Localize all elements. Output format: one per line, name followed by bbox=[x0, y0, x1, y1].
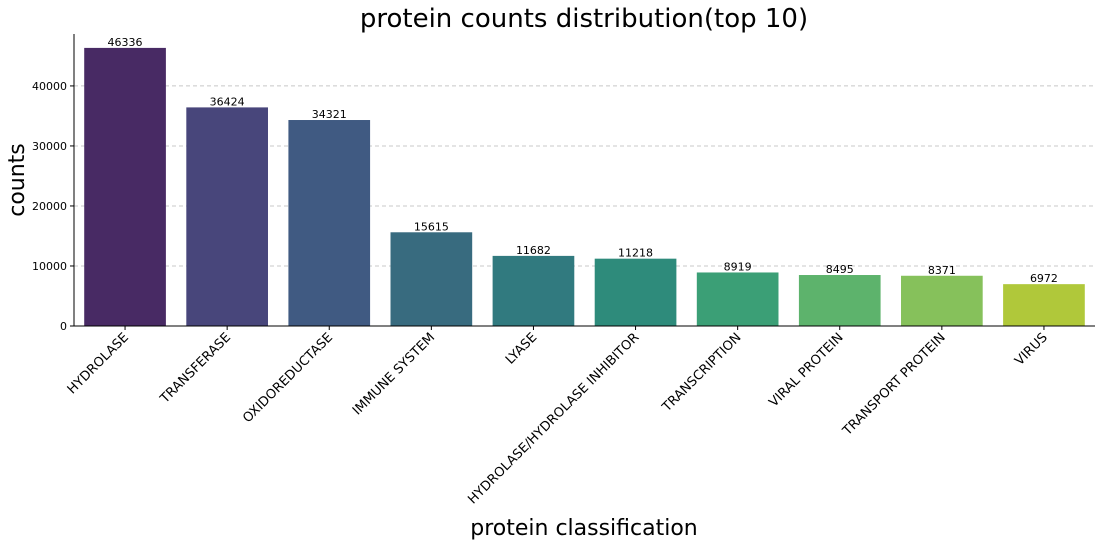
bar bbox=[1003, 284, 1085, 326]
x-tick-label: IMMUNE SYSTEM bbox=[350, 330, 438, 418]
bar bbox=[288, 120, 371, 326]
data-label: 46336 bbox=[108, 36, 143, 49]
x-axis-label: protein classification bbox=[470, 516, 698, 541]
data-label: 11682 bbox=[516, 244, 551, 257]
chart-title: protein counts distribution(top 10) bbox=[360, 4, 808, 34]
bar bbox=[798, 275, 881, 326]
bar bbox=[901, 275, 983, 326]
y-tick-label: 30000 bbox=[32, 140, 67, 153]
data-label: 8495 bbox=[826, 263, 854, 276]
bar bbox=[696, 272, 779, 326]
data-label: 34321 bbox=[312, 108, 347, 121]
x-tick-label: TRANSPORT PROTEIN bbox=[840, 330, 949, 439]
data-label: 11218 bbox=[618, 247, 653, 260]
data-labels: 46336 36424 34321 15615 11682 11218 8919 8495 83… bbox=[108, 36, 1058, 285]
data-label: 8371 bbox=[928, 264, 956, 277]
bar bbox=[492, 255, 575, 326]
x-tick-label: VIRUS bbox=[1012, 330, 1051, 369]
y-axis-ticks: 0 10000 20000 30000 40000 bbox=[32, 80, 74, 333]
bar bbox=[594, 258, 677, 326]
y-axis-label: counts bbox=[5, 143, 30, 217]
data-label: 15615 bbox=[414, 220, 449, 233]
y-tick-label: 10000 bbox=[32, 260, 67, 273]
data-label: 8919 bbox=[724, 260, 752, 273]
y-tick-label: 40000 bbox=[32, 80, 67, 93]
y-tick-label: 0 bbox=[60, 320, 67, 333]
x-tick-label: HYDROLASE bbox=[65, 330, 132, 397]
bar bbox=[84, 47, 166, 327]
y-tick-label: 20000 bbox=[32, 200, 67, 213]
x-axis-ticks: HYDROLASE TRANSFERASE OXIDOREDUCTASE IMMUNE… bbox=[65, 326, 1051, 507]
x-tick-label: TRANSCRIPTION bbox=[659, 330, 744, 415]
x-tick-label: LYASE bbox=[503, 330, 540, 367]
data-label: 36424 bbox=[210, 95, 245, 108]
x-tick-label: HYDROLASE/HYDROLASE INHIBITOR bbox=[465, 330, 642, 507]
x-tick-label: TRANSFERASE bbox=[157, 330, 234, 407]
data-label: 6972 bbox=[1030, 272, 1058, 285]
bars bbox=[84, 47, 1085, 327]
x-tick-label: OXIDOREDUCTASE bbox=[240, 330, 336, 426]
bar bbox=[390, 232, 473, 326]
bar bbox=[186, 107, 268, 327]
x-tick-label: VIRAL PROTEIN bbox=[766, 330, 846, 410]
